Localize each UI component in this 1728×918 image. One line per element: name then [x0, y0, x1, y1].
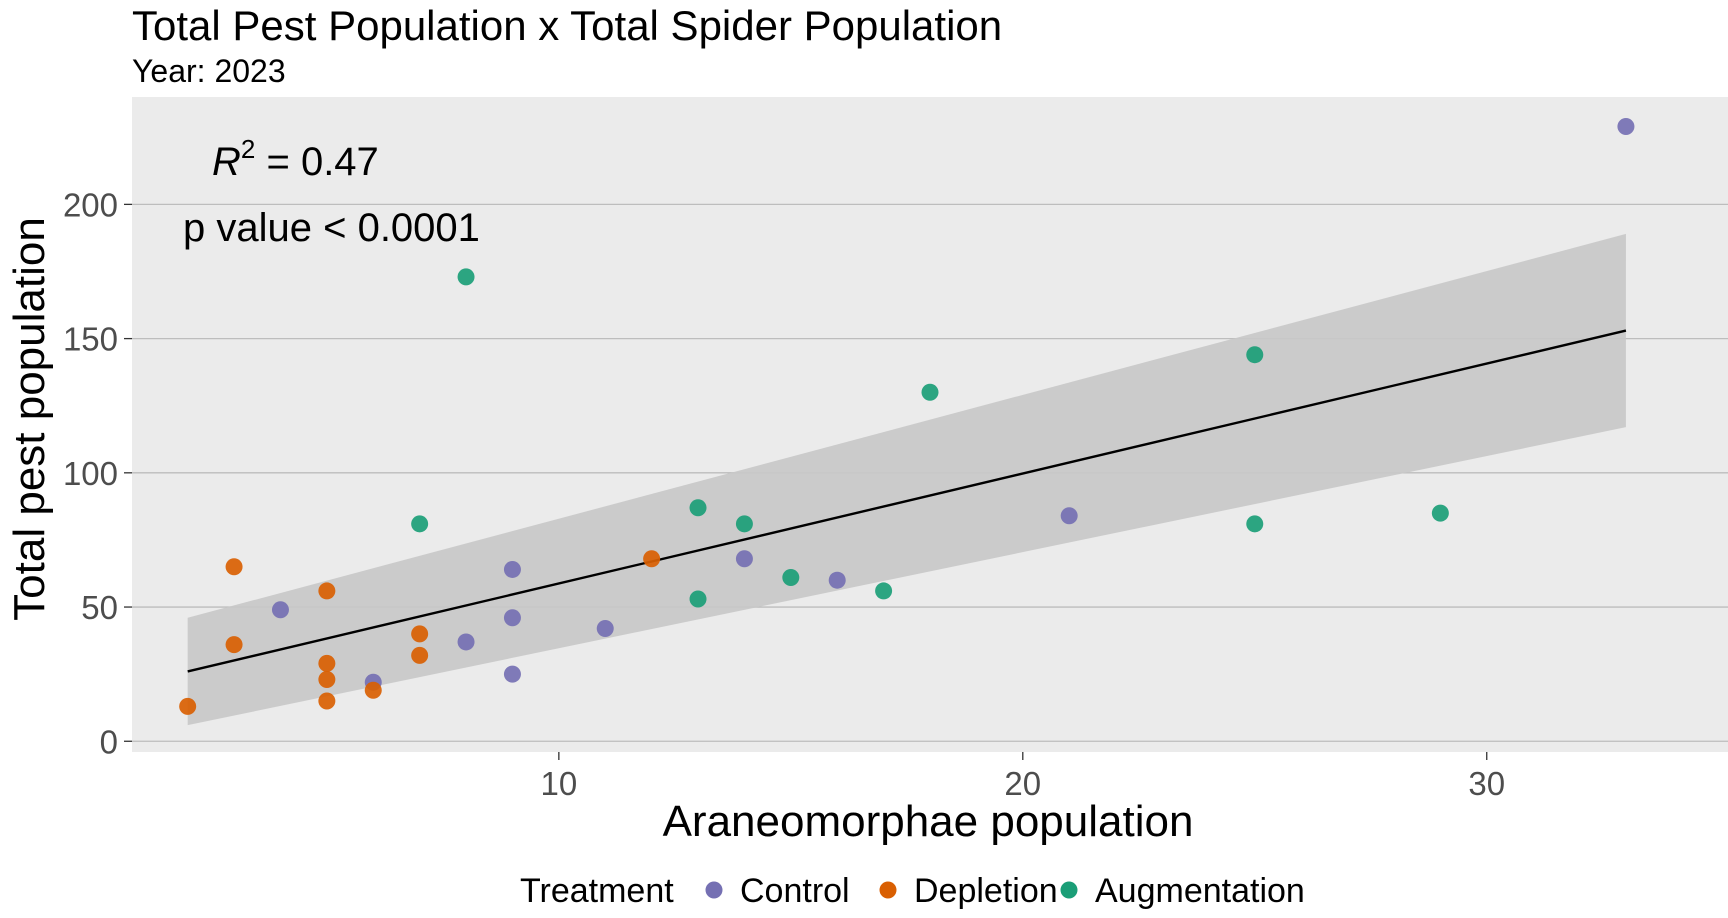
point-depletion [411, 625, 429, 643]
y-axis-title: Total pest population [5, 217, 54, 621]
point-depletion [318, 671, 336, 689]
point-augmentation [875, 582, 893, 600]
r-squared-superscript: 2 [241, 134, 255, 164]
legend-title: Treatment [520, 872, 674, 910]
point-depletion [179, 697, 197, 715]
y-tick-label: 50 [81, 589, 118, 626]
point-augmentation [782, 569, 800, 587]
y-tick-label: 200 [63, 186, 118, 223]
chart-subtitle: Year: 2023 [132, 53, 286, 89]
point-depletion [364, 681, 382, 699]
point-augmentation [689, 499, 707, 517]
point-augmentation [921, 383, 939, 401]
x-axis-title: Araneomorphae population [663, 797, 1194, 846]
x-tick-label: 30 [1468, 765, 1505, 802]
confidence-band [187, 233, 1626, 726]
point-depletion [643, 550, 661, 568]
point-depletion [225, 636, 243, 654]
point-control [503, 609, 521, 627]
point-control [503, 665, 521, 683]
point-control [1617, 118, 1635, 136]
point-augmentation [689, 590, 707, 608]
legend-label-augmentation: Augmentation [1095, 872, 1305, 910]
fit-line-layer [187, 329, 1627, 673]
r-squared-annotation: R2 = 0.47 [212, 134, 379, 184]
point-augmentation [1246, 346, 1264, 364]
point-augmentation [1431, 504, 1449, 522]
point-depletion [318, 654, 336, 672]
x-tick-label: 10 [540, 765, 577, 802]
point-control [596, 620, 614, 638]
legend-label-control: Control [740, 872, 850, 910]
legend-label-depletion: Depletion [914, 872, 1058, 910]
p-value-annotation: p value < 0.0001 [183, 206, 480, 250]
point-augmentation [457, 268, 475, 286]
x-axis-ticks: 10 20 30 [540, 752, 1505, 802]
confidence-band-layer [187, 233, 1626, 726]
point-control [828, 571, 846, 589]
point-control [735, 550, 753, 568]
r-squared-value: = 0.47 [255, 140, 378, 184]
point-augmentation [1246, 515, 1264, 533]
point-depletion [411, 646, 429, 664]
y-tick-label: 100 [63, 455, 118, 492]
point-depletion [318, 582, 336, 600]
legend-key-depletion [879, 881, 897, 899]
point-control [271, 601, 289, 619]
point-control [457, 633, 475, 651]
r-squared-label: R [212, 140, 241, 184]
point-augmentation [411, 515, 429, 533]
point-depletion [225, 558, 243, 576]
point-control [1060, 507, 1078, 525]
legend: Treatment Control Depletion Augmentation [520, 872, 1305, 910]
y-tick-label: 0 [100, 723, 118, 760]
x-tick-label: 20 [1004, 765, 1041, 802]
point-depletion [318, 692, 336, 710]
point-augmentation [735, 515, 753, 533]
chart-title: Total Pest Population x Total Spider Pop… [132, 2, 1002, 49]
y-axis-ticks: 0 50 100 150 200 [63, 186, 132, 760]
y-tick-label: 150 [63, 321, 118, 358]
point-control [503, 560, 521, 578]
regression-line [187, 329, 1627, 673]
legend-key-augmentation [1060, 881, 1078, 899]
data-points [179, 118, 1635, 715]
legend-key-control [705, 881, 723, 899]
